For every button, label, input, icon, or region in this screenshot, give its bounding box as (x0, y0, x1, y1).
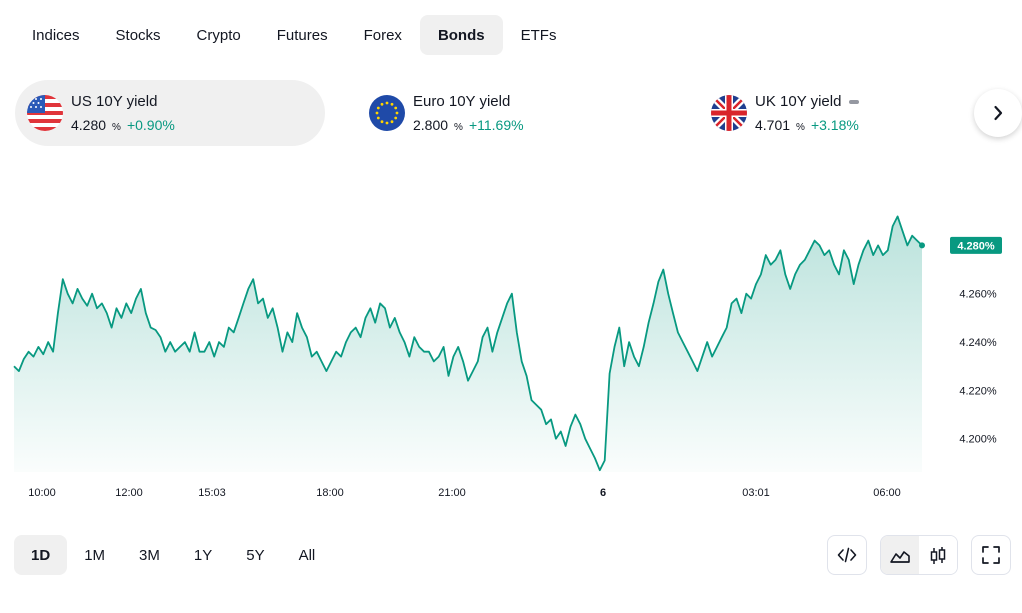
tab-etfs[interactable]: ETFs (520, 26, 557, 44)
last-value-badge (950, 236, 1002, 254)
range-3m[interactable]: 3M (139, 546, 160, 564)
chart-series-line (13, 215, 923, 472)
y-tick-label: 4.220% (959, 385, 997, 397)
range-1d[interactable]: 1D (14, 535, 68, 575)
x-tick-label: 21:00 (438, 487, 466, 499)
tab-futures[interactable]: Futures (276, 26, 328, 44)
ticker-unit: % (454, 122, 463, 133)
ticker-change: +0.90% (126, 117, 175, 133)
y-tick-label: 4.240% (959, 337, 997, 349)
chart-style-group (880, 535, 958, 575)
tab-forex[interactable]: Forex (363, 26, 402, 44)
tab-indices[interactable]: Indices (32, 26, 80, 44)
candlestick-icon (930, 547, 946, 564)
us-flag-icon (27, 95, 63, 131)
area-chart-icon (890, 551, 910, 563)
last-point-marker (919, 242, 925, 249)
uk-flag-icon (711, 95, 747, 131)
ticker-value: 4.280 (71, 117, 107, 133)
x-tick-label: 10:00 (28, 487, 56, 499)
eu-flag-icon (369, 95, 405, 131)
chart-tools (827, 535, 1011, 575)
y-tick-label: 4.260% (959, 289, 997, 301)
next-tickers-button[interactable] (974, 89, 1022, 137)
area-style-button[interactable] (881, 536, 919, 574)
code-brackets-icon (837, 547, 857, 563)
last-value-label: 4.280% (957, 240, 995, 252)
tab-crypto[interactable]: Crypto (196, 26, 241, 44)
ticker-change: +3.18% (810, 117, 859, 133)
ticker-unit: % (112, 122, 121, 133)
x-tick-label: 15:03 (198, 487, 226, 499)
ticker-name: US 10Y yield (71, 93, 158, 110)
x-tick-label: 03:01 (742, 487, 770, 499)
chart-svg: 4.200% 4.220% 4.240% 4.260% 10:00 12:00 15:03… (13, 215, 1002, 499)
ticker-euro-10y[interactable]: Euro 10Y yield 2.800 % +11.69% (357, 80, 657, 146)
ticker-unit: % (796, 122, 805, 133)
x-tick-label: 6 (600, 487, 606, 499)
range-5y[interactable]: 5Y (246, 546, 265, 564)
range-1y[interactable]: 1Y (193, 546, 213, 564)
candles-style-button[interactable] (919, 536, 957, 574)
ticker-change: +11.69% (468, 117, 524, 133)
ticker-value: 2.800 (413, 117, 449, 133)
ticker-name: Euro 10Y yield (413, 93, 511, 110)
yield-chart[interactable]: 4.200% 4.220% 4.240% 4.260% 10:00 12:00 15:03… (0, 150, 1022, 510)
x-tick-label: 18:00 (316, 487, 344, 499)
x-tick-label: 12:00 (115, 487, 143, 499)
ticker-name: UK 10Y yield (755, 93, 842, 110)
tab-stocks[interactable]: Stocks (115, 26, 161, 44)
fullscreen-button[interactable] (971, 535, 1011, 575)
ticker-value: 4.701 (755, 117, 791, 133)
chevron-right-icon (994, 105, 1003, 121)
ticker-us-10y[interactable]: US 10Y yield 4.280 % +0.90% (15, 80, 325, 146)
chart-area-fill (14, 216, 922, 472)
x-tick-label: 06:00 (873, 487, 901, 499)
market-closed-dash-icon (849, 99, 860, 104)
market-tabs: Indices Stocks Crypto Futures Forex Bond… (14, 15, 574, 55)
range-all[interactable]: All (298, 546, 316, 564)
time-range-selector: 1D 1M 3M 1Y 5Y All (14, 535, 332, 575)
fullscreen-icon (982, 546, 1000, 564)
ticker-uk-10y[interactable]: UK 10Y yield 4.701 % +3.18% (699, 80, 959, 146)
ticker-strip: US 10Y yield 4.280 % +0.90% Euro 10Y yie… (15, 80, 1022, 146)
tab-bonds[interactable]: Bonds (419, 15, 503, 55)
y-tick-label: 4.200% (959, 434, 997, 446)
embed-button[interactable] (827, 535, 867, 575)
range-1m[interactable]: 1M (84, 546, 106, 564)
